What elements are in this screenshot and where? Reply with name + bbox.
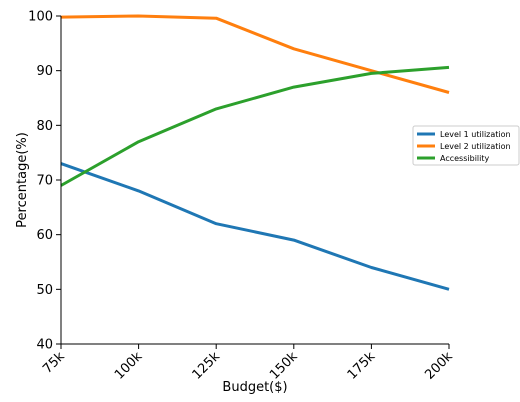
x-tick-label: 150k <box>267 349 301 383</box>
x-tick-label: 125k <box>190 349 224 383</box>
x-ticks: 75k 100k 125k 150k 175k 200k <box>40 344 456 383</box>
legend-label: Level 1 utilization <box>440 130 511 139</box>
y-tick-label: 100 <box>28 10 53 25</box>
y-axis-title: Percentage(%) <box>15 132 30 228</box>
y-tick-label: 80 <box>36 119 53 134</box>
x-tick-label: 100k <box>112 349 146 383</box>
y-tick-label: 40 <box>36 338 53 353</box>
x-axis-title: Budget($) <box>222 380 287 395</box>
y-tick-label: 50 <box>36 283 53 298</box>
x-tick-label: 175k <box>345 349 379 383</box>
series-line-2 <box>60 14 450 94</box>
series-line-1 <box>60 162 450 291</box>
y-ticks: 40 50 60 70 80 90 100 <box>28 10 61 353</box>
axes-layer <box>60 16 449 345</box>
series-layer <box>60 14 450 291</box>
y-tick-label: 60 <box>36 228 53 243</box>
x-tick-label: 75k <box>40 349 68 377</box>
y-tick-label: 70 <box>36 174 53 189</box>
legend-label: Accessibility <box>440 154 489 163</box>
y-tick-label: 90 <box>36 64 53 79</box>
series-line-3 <box>60 65 450 187</box>
legend-label: Level 2 utilization <box>440 142 511 151</box>
legend-box <box>412 125 520 166</box>
legend: Level 1 utilization Level 2 utilization Ac… <box>412 125 520 166</box>
x-tick-label: 200k <box>422 349 456 383</box>
